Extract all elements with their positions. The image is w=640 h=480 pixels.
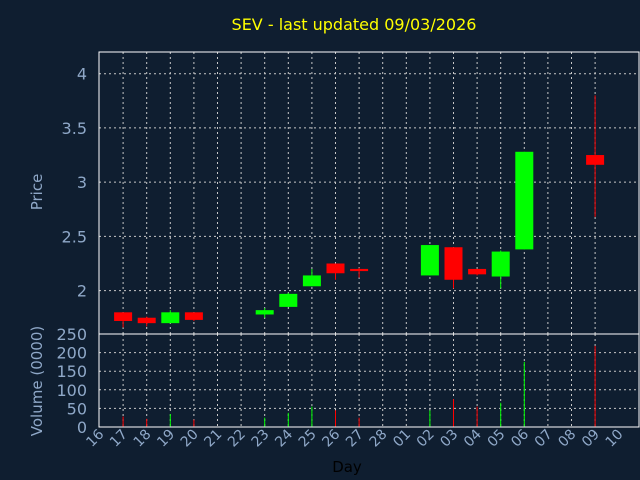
candle-body xyxy=(161,312,180,324)
x-tick-label: 18 xyxy=(131,427,155,451)
x-tick-label: 01 xyxy=(390,427,414,451)
x-tick-label: 02 xyxy=(414,427,438,451)
x-tick-label: 09 xyxy=(579,427,603,451)
volume-axis-label: Volume (0000) xyxy=(28,326,46,436)
candle-body xyxy=(255,310,274,315)
x-tick-label: 04 xyxy=(461,426,485,450)
volume-bars xyxy=(122,345,596,427)
x-tick-label: 27 xyxy=(343,427,367,451)
candle-body xyxy=(137,317,156,324)
x-tick-label: 21 xyxy=(201,427,225,451)
price-tick-label: 4 xyxy=(77,65,87,84)
candle-body xyxy=(586,155,605,165)
chart-title: SEV - last updated 09/03/2026 xyxy=(232,15,477,34)
x-tick-label: 08 xyxy=(555,427,579,451)
candle-body xyxy=(114,312,133,321)
x-tick-label: 24 xyxy=(272,426,296,450)
price-tick-label: 3.5 xyxy=(62,119,87,138)
candle-body xyxy=(468,268,487,275)
x-tick-label: 26 xyxy=(319,426,343,450)
volume-tick-label: 100 xyxy=(56,381,87,400)
candle-body xyxy=(515,151,534,250)
grid-lines xyxy=(99,52,639,427)
price-panel-frame xyxy=(98,51,640,335)
candle-body xyxy=(420,245,439,276)
price-tick-label: 3 xyxy=(77,173,87,192)
price-tick-label: 2.5 xyxy=(62,227,87,246)
x-tick-label: 23 xyxy=(249,427,273,451)
volume-tick-label: 250 xyxy=(56,325,87,344)
x-tick-label: 19 xyxy=(154,427,178,451)
x-tick-label: 07 xyxy=(532,427,556,451)
candle-body xyxy=(444,247,463,280)
candle-body xyxy=(279,293,298,307)
candle-body xyxy=(326,263,345,274)
x-tick-label: 05 xyxy=(485,427,509,451)
x-tick-label: 22 xyxy=(225,427,249,451)
price-tick-label: 2 xyxy=(77,282,87,301)
x-tick-label: 20 xyxy=(178,427,202,451)
candles xyxy=(114,95,605,328)
tick-labels: 16 17 18 19 20 21 22 23 24 25 26 27 28 01 02 03 04 05 06 07… xyxy=(56,65,626,451)
volume-panel-frame xyxy=(98,333,640,428)
volume-tick-label: 150 xyxy=(56,362,87,381)
candle-body xyxy=(302,275,321,287)
x-tick-label: 28 xyxy=(367,427,391,451)
volume-tick-label: 200 xyxy=(56,344,87,363)
x-tick-label: 16 xyxy=(83,426,107,450)
candle-body xyxy=(491,251,510,277)
price-axis-label: Price xyxy=(28,174,46,211)
candle-body xyxy=(350,268,369,272)
x-tick-label: 10 xyxy=(603,427,627,451)
x-axis-label: Day xyxy=(332,458,362,476)
x-tick-label: 17 xyxy=(107,427,131,451)
x-tick-label: 06 xyxy=(508,426,532,450)
candle-body xyxy=(184,312,203,320)
x-tick-label: 03 xyxy=(437,427,461,451)
volume-tick-label: 50 xyxy=(67,399,87,418)
x-tick-label: 25 xyxy=(296,427,320,451)
volume-tick-label: 0 xyxy=(77,418,87,437)
